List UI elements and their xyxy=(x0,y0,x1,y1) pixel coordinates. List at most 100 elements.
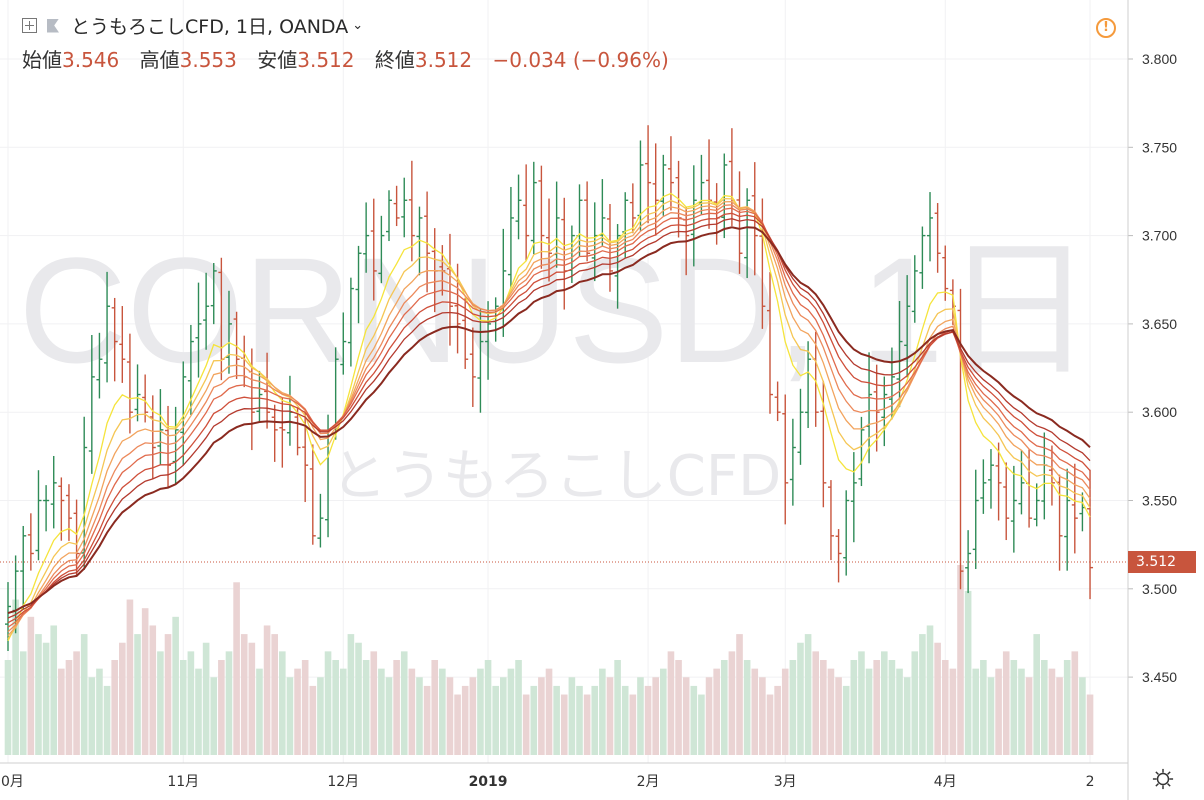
price-bar[interactable] xyxy=(805,341,812,429)
price-bar[interactable] xyxy=(606,203,613,292)
price-bar[interactable] xyxy=(782,394,789,525)
price-bar[interactable] xyxy=(904,275,911,378)
price-bar[interactable] xyxy=(614,224,621,309)
price-bar[interactable] xyxy=(50,455,57,529)
price-bar[interactable] xyxy=(881,376,888,447)
price-bar[interactable] xyxy=(126,333,133,434)
price-bar[interactable] xyxy=(751,162,758,276)
price-bar[interactable] xyxy=(256,370,263,423)
price-bar[interactable] xyxy=(233,311,240,379)
symbol-title[interactable]: とうもろこしCFD, 1日, OANDA xyxy=(71,16,349,38)
price-bar[interactable] xyxy=(797,388,804,465)
price-bar[interactable] xyxy=(27,513,34,571)
price-bar[interactable] xyxy=(896,300,903,408)
price-bar[interactable] xyxy=(927,192,934,262)
price-bar[interactable] xyxy=(393,185,400,227)
price-bar[interactable] xyxy=(88,335,95,474)
price-bar[interactable] xyxy=(546,198,553,282)
price-bar[interactable] xyxy=(523,164,530,261)
price-bar[interactable] xyxy=(96,332,103,399)
price-bar[interactable] xyxy=(210,263,217,325)
price-bar[interactable] xyxy=(789,418,796,506)
price-bar[interactable] xyxy=(65,484,72,541)
price-bar[interactable] xyxy=(58,477,65,541)
price-bar[interactable] xyxy=(119,306,126,383)
price-bar[interactable] xyxy=(271,404,278,462)
price-bar[interactable] xyxy=(843,490,850,576)
price-bar[interactable] xyxy=(667,136,674,211)
price-bar[interactable] xyxy=(378,215,385,284)
price-bar[interactable] xyxy=(279,397,286,468)
price-bar[interactable] xyxy=(294,407,301,456)
price-bar[interactable] xyxy=(134,364,141,422)
price-bar[interactable] xyxy=(660,154,667,216)
price-bar[interactable] xyxy=(759,198,766,329)
price-bar[interactable] xyxy=(1071,463,1078,554)
symbol-header[interactable]: とうもろこしCFD, 1日, OANDA ⌄ xyxy=(22,12,363,39)
price-bar[interactable] xyxy=(584,181,591,262)
price-bar[interactable] xyxy=(149,395,156,479)
price-bar[interactable] xyxy=(911,255,918,323)
price-bar[interactable] xyxy=(744,188,751,279)
price-bar[interactable] xyxy=(1041,432,1048,520)
price-bar[interactable] xyxy=(1003,462,1010,541)
price-bar[interactable] xyxy=(363,202,370,273)
price-bar[interactable] xyxy=(317,493,324,548)
price-bar[interactable] xyxy=(995,442,1002,521)
price-bar[interactable] xyxy=(81,416,88,570)
add-symbol-icon[interactable] xyxy=(22,18,37,33)
price-bar[interactable] xyxy=(408,160,415,262)
price-bar[interactable] xyxy=(340,312,347,375)
price-bar[interactable] xyxy=(530,161,537,255)
price-bar[interactable] xyxy=(424,191,431,293)
price-bar[interactable] xyxy=(73,499,80,576)
price-bar[interactable] xyxy=(1087,469,1094,600)
price-bar[interactable] xyxy=(827,480,834,561)
price-bar[interactable] xyxy=(35,470,42,561)
price-bar[interactable] xyxy=(767,272,773,414)
price-bar[interactable] xyxy=(1033,483,1040,527)
price-bar[interactable] xyxy=(111,297,118,382)
price-bar[interactable] xyxy=(180,361,187,466)
price-bar[interactable] xyxy=(355,245,362,324)
price-bar[interactable] xyxy=(43,485,50,532)
chevron-down-icon[interactable]: ⌄ xyxy=(352,18,364,33)
price-bar[interactable] xyxy=(515,174,522,240)
warning-icon[interactable]: ! xyxy=(1096,18,1116,38)
price-bar[interactable] xyxy=(698,154,705,215)
price-bar[interactable] xyxy=(987,449,994,509)
price-bar[interactable] xyxy=(888,347,895,420)
price-bar[interactable] xyxy=(873,364,880,452)
price-bar[interactable] xyxy=(1018,450,1025,515)
price-bar[interactable] xyxy=(690,165,697,267)
price-bar[interactable] xyxy=(477,307,484,413)
price-bar[interactable] xyxy=(965,530,972,594)
price-bar[interactable] xyxy=(957,288,964,590)
price-bar[interactable] xyxy=(652,143,659,236)
price-bar[interactable] xyxy=(195,282,202,378)
price-bar[interactable] xyxy=(370,198,377,301)
price-bar[interactable] xyxy=(850,452,857,543)
gear-icon[interactable] xyxy=(1152,768,1174,790)
price-bar[interactable] xyxy=(1010,465,1017,553)
price-bar[interactable] xyxy=(347,277,354,367)
price-bar[interactable] xyxy=(203,272,210,350)
flag-icon[interactable] xyxy=(47,18,59,33)
price-bar[interactable] xyxy=(972,469,979,570)
price-bar[interactable] xyxy=(1056,474,1063,571)
price-bar[interactable] xyxy=(469,327,476,407)
price-bar[interactable] xyxy=(104,271,111,383)
price-bar[interactable] xyxy=(20,525,27,610)
price-bar[interactable] xyxy=(980,459,987,514)
price-bar[interactable] xyxy=(820,380,827,508)
price-bar[interactable] xyxy=(706,139,713,229)
price-bar[interactable] xyxy=(309,444,316,545)
price-bar[interactable] xyxy=(386,190,392,242)
price-bar[interactable] xyxy=(1064,468,1071,571)
price-bar[interactable] xyxy=(401,177,408,238)
price-bar[interactable] xyxy=(835,529,842,583)
price-bar[interactable] xyxy=(728,128,735,226)
price-bar[interactable] xyxy=(934,203,941,273)
price-bar[interactable] xyxy=(507,186,514,288)
